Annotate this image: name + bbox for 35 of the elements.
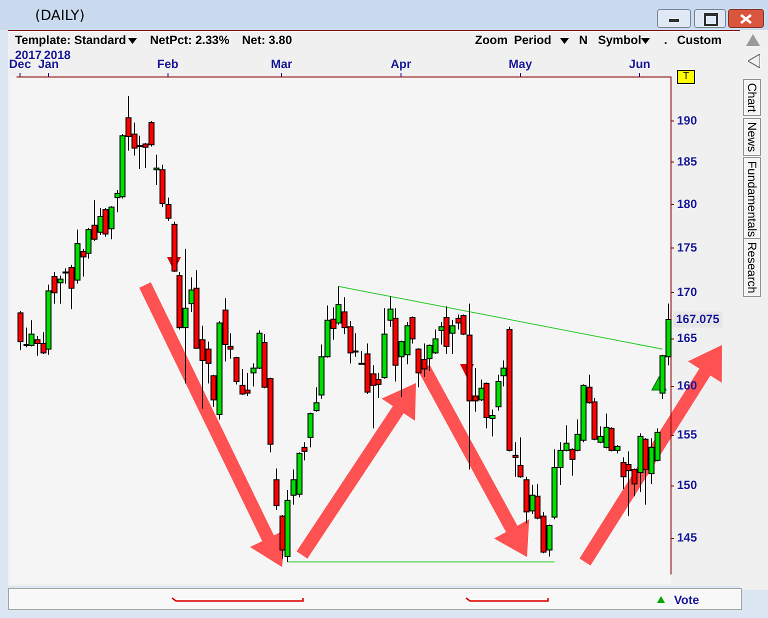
y-tick-label: 190 — [677, 113, 698, 128]
candlestick — [308, 412, 314, 448]
candlestick — [234, 356, 240, 385]
y-tick-label: 145 — [677, 530, 698, 545]
candlestick — [166, 197, 172, 222]
text: . — [664, 33, 668, 47]
y-tick-label: 170 — [677, 285, 698, 300]
text: Fundamentals — [743, 157, 761, 242]
text: Period — [514, 33, 552, 47]
text: N — [579, 33, 588, 47]
text: News — [743, 118, 761, 156]
text: Zoom — [475, 33, 508, 47]
text: Template: Standard — [15, 33, 126, 47]
y-tick-label: 155 — [677, 428, 698, 442]
x-tick-label: Apr — [390, 57, 412, 72]
text: Custom — [677, 33, 722, 47]
text: Research — [743, 238, 761, 298]
y-tick-label: 180 — [677, 196, 698, 211]
x-tick-label: May — [508, 57, 532, 72]
text: Net: 3.80 — [242, 33, 292, 47]
text: Chart — [743, 79, 761, 116]
x-tick-label: Mar — [270, 57, 293, 72]
text: 167.075 — [676, 312, 720, 326]
y-tick-label: 150 — [677, 478, 698, 492]
text: Vote — [674, 593, 700, 607]
x-tick-label: Jun — [629, 57, 650, 72]
text: Symbol — [598, 33, 642, 47]
y-tick-label: 185 — [677, 154, 698, 169]
text: T — [677, 70, 696, 84]
y-tick-label: 165 — [677, 331, 698, 346]
x-tick-label: Feb — [157, 57, 179, 72]
text: NetPct: 2.33% — [150, 33, 230, 47]
chart-title: (DAILY) — [35, 8, 85, 24]
y-tick-label: 175 — [677, 240, 698, 254]
text: 2018 — [44, 48, 71, 62]
